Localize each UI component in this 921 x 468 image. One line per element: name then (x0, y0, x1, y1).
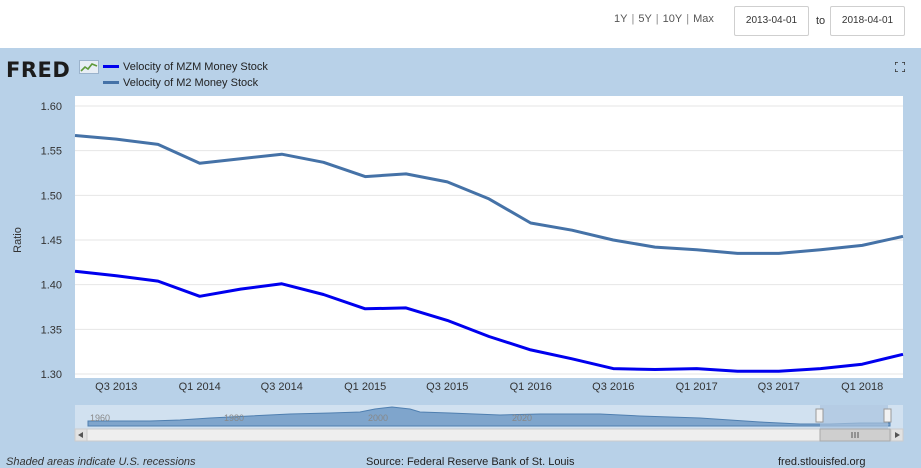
start-date-input[interactable]: 2013-04-01 (734, 6, 809, 36)
y-tick-label: 1.60 (41, 101, 62, 113)
x-tick-label: Q1 2015 (344, 381, 386, 393)
y-tick-label: 1.50 (41, 190, 62, 202)
source-text: Source: Federal Reserve Bank of St. Loui… (366, 456, 575, 468)
navigator-left-handle[interactable] (815, 408, 824, 423)
x-tick-label: Q3 2017 (758, 381, 800, 393)
legend-item-m2[interactable]: Velocity of M2 Money Stock (103, 77, 258, 91)
legend-swatch-mzm (103, 64, 119, 68)
legend-item-mzm[interactable]: Velocity of MZM Money Stock (103, 61, 268, 75)
range-separator: | (686, 13, 690, 25)
y-axis-ticks: 1.60 1.55 1.50 1.45 1.40 1.35 1.30 (41, 101, 62, 381)
y-tick-label: 1.40 (41, 280, 62, 292)
top-bar: 1Y | 5Y | 10Y | Max 2013-04-01 to 2018-04-01 (0, 0, 921, 48)
navigator-label: 2020 (512, 413, 532, 423)
y-tick-label: 1.55 (41, 146, 62, 158)
x-tick-label: Q1 2018 (841, 381, 883, 393)
x-tick-label: Q1 2017 (676, 381, 718, 393)
right-arrow-icon (895, 432, 900, 438)
x-tick-label: Q3 2016 (592, 381, 634, 393)
y-tick-label: 1.45 (41, 235, 62, 247)
fred-url-link[interactable]: fred.stlouisfed.org (778, 456, 866, 468)
range-5y-button[interactable]: 5Y (638, 13, 652, 25)
y-axis-label: Ratio (12, 227, 24, 253)
plot-area (75, 96, 903, 378)
y-tick-label: 1.35 (41, 324, 62, 336)
x-tick-label: Q1 2016 (510, 381, 552, 393)
x-tick-label: Q1 2014 (179, 381, 221, 393)
scrollbar-track[interactable] (74, 428, 904, 442)
navigator-label: 1980 (224, 413, 244, 423)
legend-label-m2: Velocity of M2 Money Stock (123, 77, 259, 89)
navigator-selection[interactable] (820, 405, 888, 429)
fred-logo-graph-icon (79, 60, 99, 74)
x-axis-ticks: Q3 2013 Q1 2014 Q3 2014 Q1 2015 Q3 2015 Q1 20… (95, 381, 883, 393)
navigator-label: 2000 (368, 413, 388, 423)
fred-logo[interactable]: FRED (6, 58, 71, 82)
range-buttons: 1Y | 5Y | 10Y | Max (612, 13, 716, 25)
legend-swatch-m2 (103, 80, 119, 84)
legend-label-mzm: Velocity of MZM Money Stock (123, 61, 268, 73)
x-tick-label: Q3 2015 (426, 381, 468, 393)
series-line-m2[interactable] (74, 134, 904, 255)
series-lines (74, 134, 904, 373)
x-tick-label: Q3 2014 (261, 381, 303, 393)
left-arrow-icon (78, 432, 83, 438)
end-date-input[interactable]: 2018-04-01 (830, 6, 905, 36)
navigator[interactable]: 1960 1980 2000 2020 (75, 405, 903, 429)
recessions-note: Shaded areas indicate U.S. recessions (6, 456, 196, 468)
range-10y-button[interactable]: 10Y (662, 13, 683, 25)
navigator-label: 1960 (90, 413, 110, 423)
navigator-labels: 1960 1980 2000 2020 (90, 413, 532, 423)
scrollbar[interactable] (74, 428, 904, 442)
range-separator: | (655, 13, 659, 25)
to-label: to (816, 15, 826, 27)
range-separator: | (631, 13, 635, 25)
y-tick-label: 1.30 (41, 369, 62, 381)
x-tick-label: Q3 2013 (95, 381, 137, 393)
grid-lines (75, 105, 903, 375)
grip-icon (851, 432, 859, 438)
series-line-mzm[interactable] (74, 269, 904, 373)
navigator-right-handle[interactable] (883, 408, 892, 423)
range-1y-button[interactable]: 1Y (614, 13, 628, 25)
range-max-button[interactable]: Max (693, 13, 714, 25)
